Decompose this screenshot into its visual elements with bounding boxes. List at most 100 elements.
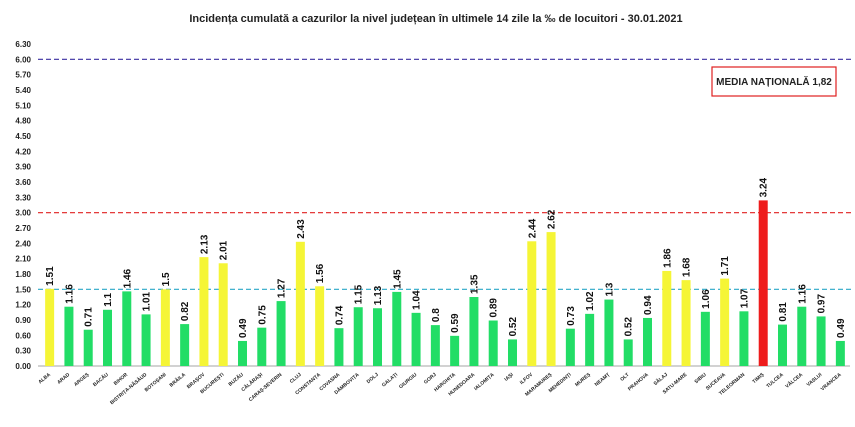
bar (508, 339, 517, 366)
bar (546, 232, 556, 366)
bar (276, 301, 286, 366)
bar (64, 306, 74, 366)
bar-value-label: 0.97 (817, 294, 828, 314)
y-tick-label: 0.00 (15, 362, 31, 371)
bars (45, 200, 845, 366)
bar-value-label: 0.82 (180, 301, 191, 321)
bar (160, 289, 170, 366)
bar (469, 297, 479, 366)
bar-value-label: 2.13 (199, 234, 210, 254)
y-tick-label: 5.70 (15, 71, 31, 80)
bar (797, 306, 807, 366)
national-average-frame (711, 66, 837, 97)
y-tick-label: 5.40 (15, 86, 31, 95)
bar-value-label: 1.07 (739, 288, 750, 308)
chart-title: Incidența cumulată a cazurilor la nivel … (189, 13, 682, 25)
bar (585, 313, 595, 366)
bar (103, 309, 112, 366)
bar-value-label: 0.94 (643, 295, 654, 315)
bar-value-label: 0.49 (238, 318, 249, 338)
national-average-label: MEDIA NAȚIONALĂ 1,82 (716, 75, 832, 88)
bar (122, 291, 132, 366)
y-tick-label: 6.30 (15, 40, 31, 49)
bar (392, 291, 402, 366)
bar (218, 263, 228, 366)
y-tick-label: 3.00 (15, 209, 31, 218)
bar (488, 320, 498, 366)
bar (45, 288, 55, 366)
bar-value-label: 1.51 (45, 266, 56, 286)
y-tick-label: 5.10 (15, 101, 31, 110)
bar-value-label: 0.74 (334, 305, 345, 325)
bar-value-label: 0.52 (624, 317, 635, 337)
bar-value-label: 1.16 (64, 284, 75, 304)
bar-value-label: 2.43 (296, 219, 307, 239)
bar-value-label: 0.49 (836, 318, 847, 338)
bar (720, 278, 730, 366)
national-average-box: MEDIA NAȚIONALĂ 1,82 (711, 66, 837, 97)
bar (295, 241, 305, 366)
bar (758, 200, 768, 366)
bar (411, 312, 421, 366)
bar-value-label: 0.75 (257, 305, 268, 325)
bar (180, 324, 190, 366)
y-tick-label: 4.20 (15, 147, 31, 156)
bar-value-label: 1.71 (720, 256, 731, 276)
bar (141, 314, 151, 366)
bar-value-label: 0.71 (84, 307, 95, 327)
y-tick-label: 6.00 (15, 55, 31, 64)
bar (315, 286, 325, 366)
bar-value-label: 0.81 (778, 302, 789, 322)
bar (662, 270, 672, 366)
bar-value-label: 1.86 (662, 248, 673, 268)
bar-value-label: 1.5 (161, 272, 172, 286)
x-tick-label: OLT (619, 372, 630, 383)
bar-value-label: 1.27 (277, 278, 288, 298)
bar-value-label: 1.1 (103, 292, 114, 306)
bar (83, 329, 93, 366)
y-tick-label: 1.50 (15, 285, 31, 294)
bar-value-label: 1.3 (604, 282, 615, 296)
bar-value-label: 1.35 (469, 274, 480, 294)
bar-value-label: 1.13 (373, 285, 384, 305)
bar-value-label: 0.73 (566, 306, 577, 326)
bar-value-label: 1.68 (682, 257, 693, 277)
bar (257, 327, 267, 366)
bar (816, 316, 826, 366)
bar (565, 328, 575, 366)
bar-value-label: 2.01 (219, 240, 230, 260)
x-tick-label: IAȘI (503, 372, 515, 383)
y-tick-label: 4.80 (15, 117, 31, 126)
bar-value-label: 1.06 (701, 289, 712, 309)
bar (643, 317, 652, 366)
y-tick-label: 0.90 (15, 316, 31, 325)
bar (700, 311, 710, 366)
bar (199, 257, 209, 366)
bar-value-label: 1.04 (412, 290, 423, 310)
bar-value-label: 1.46 (122, 268, 133, 288)
bar (835, 340, 845, 366)
value-labels: 1.51 1.16 0.71 1.1 1.46 1.01 1.5 0.82 2.13 2.01 0.… (45, 177, 847, 337)
y-tick-label: 1.80 (15, 270, 31, 279)
y-tick-label: 3.90 (15, 163, 31, 172)
bar (450, 335, 460, 366)
bar-value-label: 2.62 (547, 209, 558, 229)
bar-value-label: 0.89 (489, 298, 500, 318)
bar-value-label: 2.44 (527, 218, 538, 238)
bar (604, 299, 614, 366)
bar-value-label: 1.01 (142, 291, 153, 311)
y-tick-label: 0.60 (15, 331, 31, 340)
bar-value-label: 0.59 (450, 313, 461, 333)
bar (334, 328, 344, 366)
bar (681, 280, 691, 366)
bar (527, 241, 537, 366)
bar (353, 307, 363, 366)
bar-value-label: 1.56 (315, 263, 326, 283)
bar (373, 308, 382, 366)
y-tick-label: 1.20 (15, 301, 31, 310)
bar-value-label: 1.15 (354, 284, 365, 304)
y-tick-label: 4.50 (15, 132, 31, 141)
bar (430, 325, 440, 366)
y-tick-label: 2.70 (15, 224, 31, 233)
bar (238, 340, 247, 366)
